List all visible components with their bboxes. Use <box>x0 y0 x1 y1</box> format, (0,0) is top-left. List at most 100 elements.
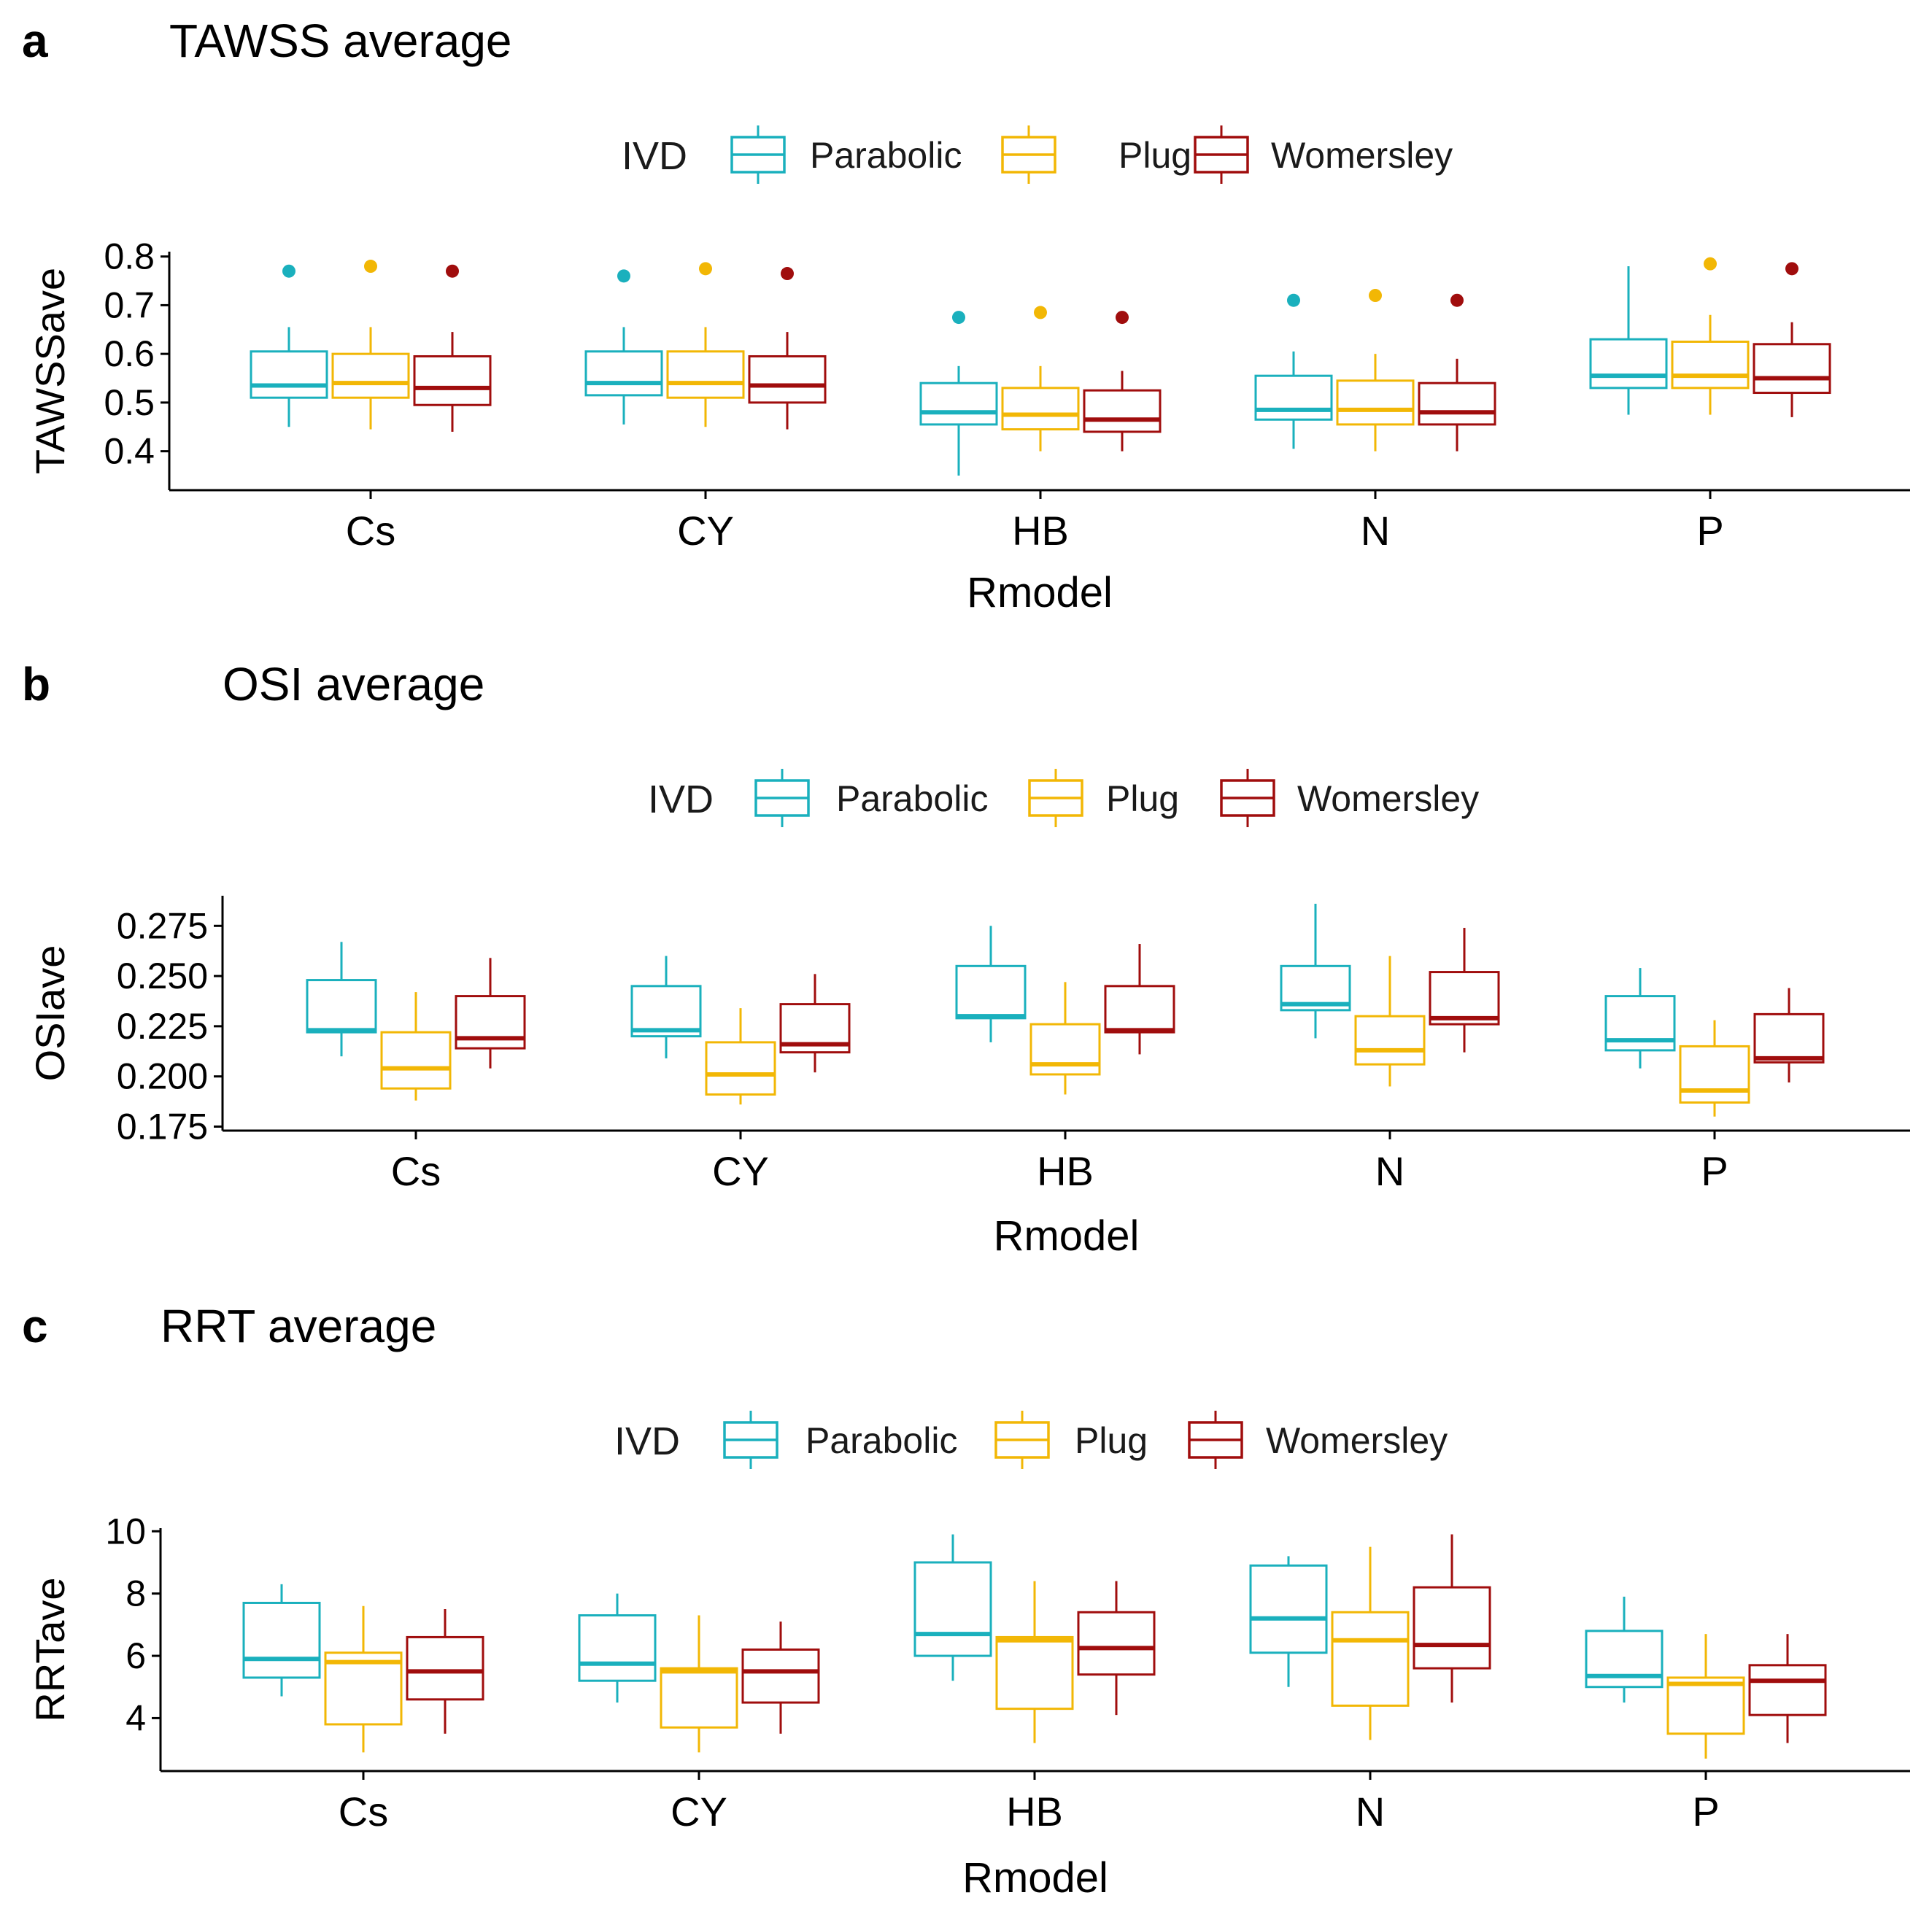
legend: IVD Parabolic Plug Womersley <box>614 1411 1448 1469</box>
box-iqr <box>406 1635 484 1701</box>
boxplot-womersley-cs <box>413 264 492 432</box>
outlier-point <box>1450 293 1464 307</box>
legend-label-plug: Plug <box>1118 135 1191 176</box>
x-tick-label: P <box>1696 508 1723 554</box>
legend-key-plug <box>1028 769 1083 827</box>
boxplot-plug-hb <box>1001 306 1080 452</box>
chart-panel-b: b OSI average IVD Parabolic Plug Womersley 0.1… <box>22 658 1910 1260</box>
chart-panel-a: a TAWSS average IVD Parabolic Plug Womersley 0… <box>22 15 1910 616</box>
boxplot-plug-p <box>1679 1020 1750 1117</box>
y-tick-label: 0.5 <box>104 382 155 423</box>
outlier-point <box>699 262 712 276</box>
boxplot-womersley-hb <box>1104 944 1175 1055</box>
box-iqr <box>1254 374 1333 421</box>
boxplot-plug-p <box>1671 257 1750 415</box>
box-iqr <box>660 1667 738 1729</box>
boxplot-plug-n <box>1354 956 1426 1087</box>
boxplot-womersley-n <box>1418 293 1496 452</box>
x-tick-label: N <box>1356 1789 1385 1835</box>
box-iqr <box>1589 338 1668 390</box>
y-tick-label: 8 <box>125 1573 146 1614</box>
legend-key-womersley <box>1188 1411 1243 1469</box>
boxplot-parabolic-n <box>1254 293 1333 449</box>
legend-label-plug: Plug <box>1106 778 1179 819</box>
boxplot-parabolic-p <box>1589 266 1668 415</box>
boxplot-womersley-p <box>1753 988 1825 1082</box>
y-axis-label: RRTave <box>27 1577 73 1721</box>
boxplot-plug-cy <box>705 1008 776 1105</box>
boxplot-parabolic-hb <box>955 926 1027 1042</box>
outlier-point <box>282 264 295 278</box>
legend-key-womersley <box>1194 125 1249 184</box>
outlier-point <box>1287 293 1300 307</box>
outlier-point <box>364 260 377 274</box>
box-iqr <box>1753 343 1831 395</box>
boxplot-parabolic-p <box>1585 1596 1664 1703</box>
legend-label-plug: Plug <box>1075 1420 1148 1461</box>
legend-title: IVD <box>622 134 687 178</box>
outlier-point <box>617 269 630 283</box>
x-tick-label: N <box>1361 508 1390 554</box>
boxplot-womersley-cy <box>779 974 851 1073</box>
boxplot-parabolic-hb <box>913 1534 992 1681</box>
legend-title: IVD <box>648 778 714 821</box>
x-tick-label: CY <box>677 508 734 554</box>
box-iqr <box>1418 381 1496 426</box>
legend-label-parabolic: Parabolic <box>810 135 962 176</box>
boxplot-parabolic-p <box>1604 968 1676 1069</box>
boxplot-parabolic-cs <box>242 1584 321 1697</box>
boxplot-plug-cs <box>380 992 452 1101</box>
boxplot-plug-cy <box>666 262 745 427</box>
outlier-point <box>781 267 794 281</box>
boxplot-plug-n <box>1336 289 1415 452</box>
box-iqr <box>1029 1023 1101 1076</box>
legend-label-womersley: Womersley <box>1266 1420 1448 1461</box>
legend-key-parabolic <box>754 769 810 827</box>
boxplot-parabolic-cs <box>306 942 377 1057</box>
outlier-point <box>446 264 459 278</box>
y-tick-label: 0.275 <box>117 905 208 946</box>
boxplot-parabolic-cy <box>584 269 663 425</box>
box-iqr <box>1331 1611 1410 1707</box>
boxplot-parabolic-cy <box>578 1593 657 1703</box>
boxplot-plug-cy <box>660 1615 738 1753</box>
box-iqr <box>380 1031 452 1090</box>
box-iqr <box>1336 379 1415 426</box>
y-tick-label: 0.4 <box>104 431 155 472</box>
box-iqr <box>250 350 328 399</box>
legend-key-parabolic <box>723 1411 778 1469</box>
x-axis-label: Rmodel <box>967 569 1113 616</box>
boxplot-parabolic-hb <box>919 311 998 476</box>
legend-label-parabolic: Parabolic <box>805 1420 957 1461</box>
box-iqr <box>919 381 998 426</box>
y-tick-label: 0.250 <box>117 956 208 996</box>
legend-key-plug <box>994 1411 1050 1469</box>
legend-label-parabolic: Parabolic <box>836 778 988 819</box>
outlier-point <box>1116 311 1129 325</box>
boxplot-plug-cs <box>331 260 410 430</box>
box-iqr <box>578 1614 657 1682</box>
y-tick-label: 6 <box>125 1635 146 1676</box>
legend-title: IVD <box>614 1419 680 1463</box>
box-iqr <box>1585 1630 1664 1689</box>
y-axis-label: TAWSSave <box>27 268 73 474</box>
box-iqr <box>1679 1045 1750 1104</box>
boxplot-womersley-hb <box>1083 311 1162 452</box>
y-tick-label: 0.8 <box>104 236 155 277</box>
boxplot-womersley-cs <box>455 958 526 1069</box>
box-iqr <box>1077 1611 1156 1676</box>
outlier-point <box>1369 289 1382 303</box>
outlier-point <box>1785 262 1798 276</box>
legend: IVD Parabolic Plug Womersley <box>622 125 1453 184</box>
x-tick-label: Cs <box>346 508 395 554</box>
box-iqr <box>1354 1015 1426 1066</box>
box-iqr <box>1748 1664 1827 1716</box>
box-iqr <box>995 1635 1074 1711</box>
box-iqr <box>1429 971 1500 1026</box>
y-tick-label: 0.200 <box>117 1056 208 1097</box>
box-iqr <box>1413 1586 1491 1670</box>
y-tick-label: 0.175 <box>117 1106 208 1147</box>
box-iqr <box>741 1649 820 1704</box>
boxplot-parabolic-n <box>1280 904 1351 1039</box>
